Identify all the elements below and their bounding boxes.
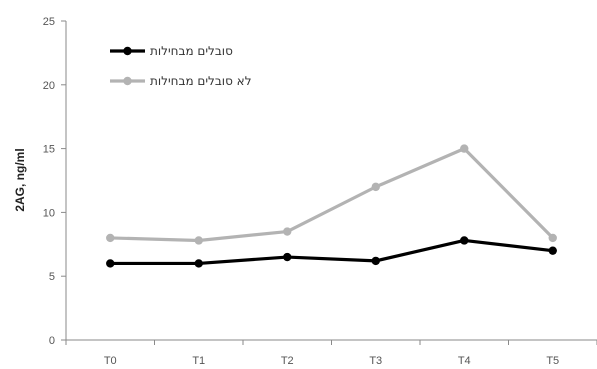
legend-label: סובלים מבחילות xyxy=(150,44,233,58)
x-tick-label: T5 xyxy=(546,355,559,367)
y-tick-label: 10 xyxy=(43,207,55,219)
legend: סובלים מבחילות לא סובלים מבחילות xyxy=(110,44,252,88)
x-tick-label: T0 xyxy=(104,355,117,367)
series-line xyxy=(110,238,553,266)
series xyxy=(106,236,557,268)
x-tick-label: T3 xyxy=(369,355,382,367)
data-point xyxy=(106,233,115,243)
y-tick-label: 25 xyxy=(43,16,55,28)
data-point xyxy=(194,236,203,245)
data-point xyxy=(460,144,469,153)
y-axis-title: 2AG, ng/ml xyxy=(13,148,27,211)
legend-swatch-marker xyxy=(123,76,132,86)
y-ticks: 0 5 10 15 20 25 xyxy=(43,16,66,347)
series-layer xyxy=(106,144,557,268)
y-tick-label: 15 xyxy=(43,144,55,156)
data-point xyxy=(548,233,557,243)
data-point xyxy=(283,227,292,236)
data-point xyxy=(460,236,469,245)
data-point xyxy=(371,182,380,192)
legend-item: סובלים מבחילות xyxy=(110,44,233,58)
data-point xyxy=(548,246,557,255)
series xyxy=(106,144,557,245)
data-point xyxy=(371,256,380,266)
y-tick-label: 5 xyxy=(49,271,55,283)
x-ticks: T0 T1 T2 T3 T4 T5 xyxy=(65,340,597,367)
axes xyxy=(65,21,597,341)
data-point xyxy=(283,252,292,262)
legend-swatch-marker xyxy=(123,46,132,56)
y-tick-label: 0 xyxy=(49,335,55,347)
series-line xyxy=(110,147,554,243)
y-tick-label: 20 xyxy=(43,80,55,92)
x-tick-label: T1 xyxy=(192,355,205,367)
x-tick-label: T2 xyxy=(281,355,294,367)
data-point xyxy=(194,259,203,268)
data-point xyxy=(106,259,115,268)
legend-item: לא סובלים מבחילות xyxy=(110,74,252,88)
legend-label: לא סובלים מבחילות xyxy=(150,74,252,88)
x-tick-label: T4 xyxy=(458,355,471,367)
